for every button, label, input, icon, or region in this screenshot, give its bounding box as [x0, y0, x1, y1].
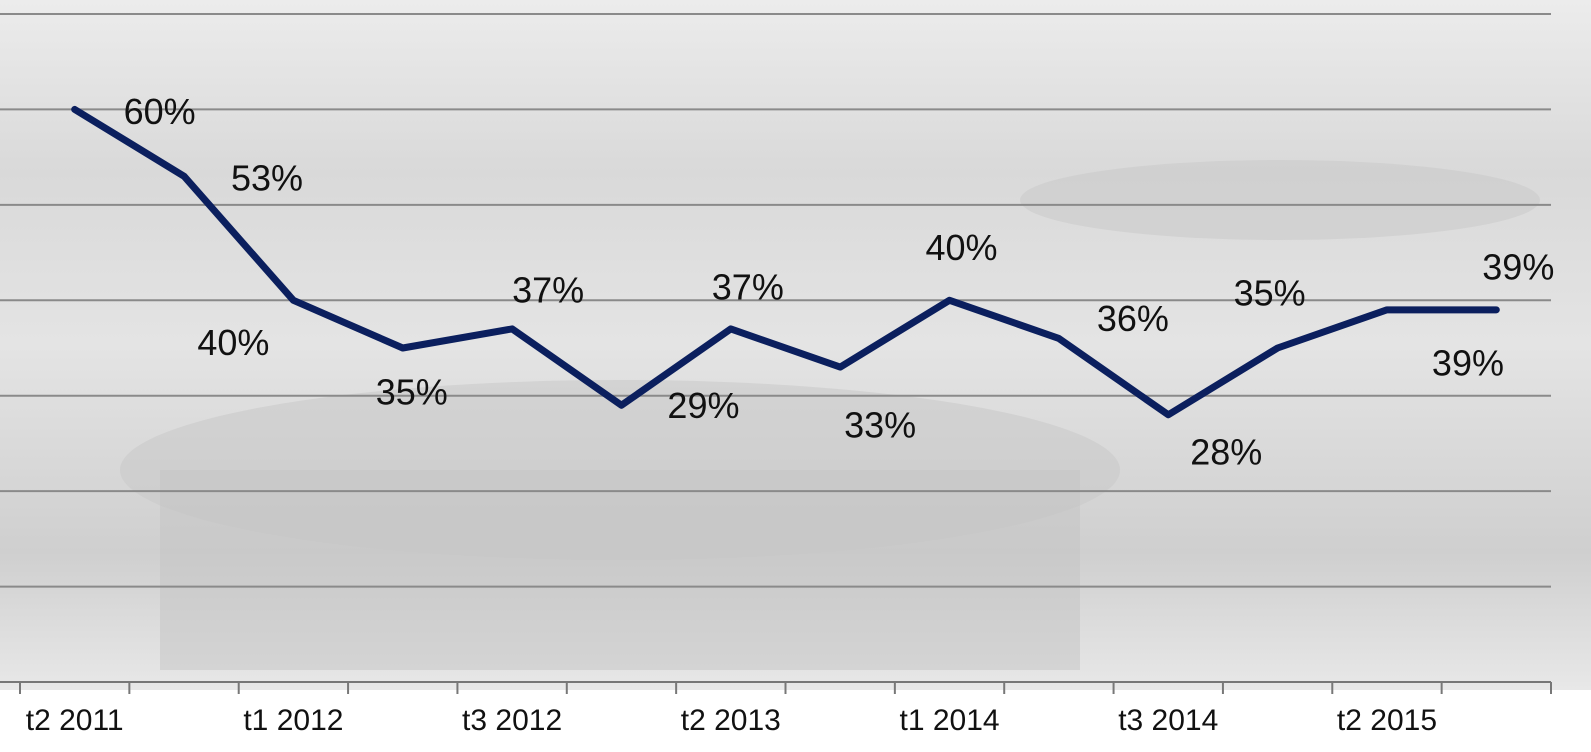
data-label: 60% — [124, 91, 196, 132]
data-label: 35% — [376, 372, 448, 413]
data-label: 33% — [844, 405, 916, 446]
background-tank — [1020, 160, 1540, 240]
x-tick-label: t1 2014 — [899, 704, 999, 737]
x-tick-label: t2 2013 — [681, 704, 781, 737]
background-tank — [160, 470, 1080, 670]
x-tick-label: t3 2014 — [1118, 704, 1218, 737]
data-label: 36% — [1097, 298, 1169, 339]
data-label: 53% — [231, 158, 303, 199]
data-label: 37% — [512, 269, 584, 310]
data-label: 37% — [712, 266, 784, 307]
data-label: 39% — [1432, 342, 1504, 383]
x-tick-label: t3 2012 — [462, 704, 562, 737]
x-tick-label: t2 2011 — [26, 704, 124, 737]
data-label: 40% — [197, 322, 269, 363]
data-label: 40% — [926, 227, 998, 268]
x-tick-label: t2 2015 — [1337, 704, 1437, 737]
data-line — [71, 105, 1500, 419]
data-label: 35% — [1234, 273, 1306, 314]
x-tick-label: t1 2012 — [243, 704, 343, 737]
data-label: 28% — [1190, 431, 1262, 472]
data-label: 39% — [1482, 246, 1554, 287]
data-label: 29% — [667, 385, 739, 426]
